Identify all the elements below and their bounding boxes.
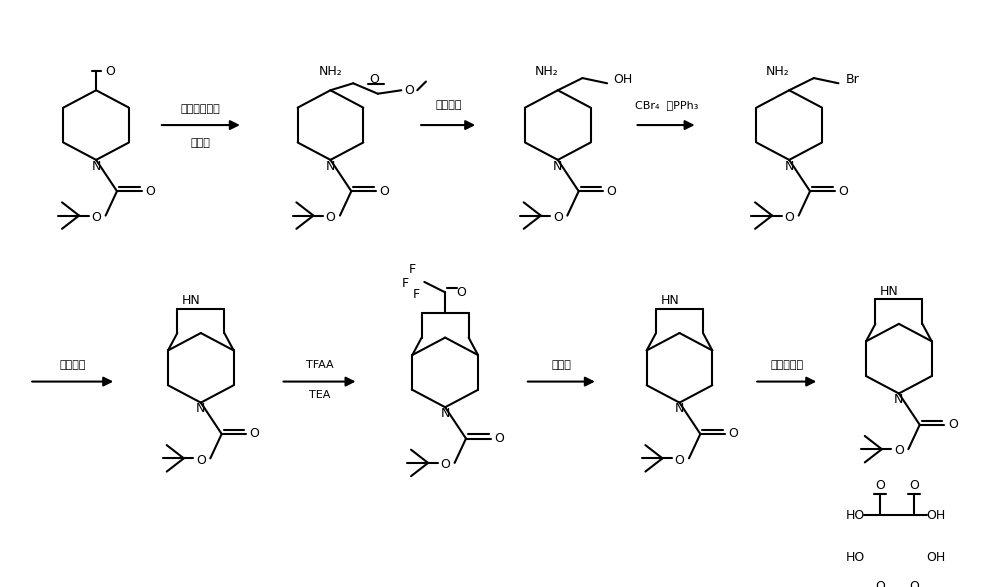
Text: N: N: [440, 407, 450, 420]
Text: OH: OH: [926, 551, 946, 564]
Text: NH₂: NH₂: [535, 65, 558, 77]
Text: O: O: [494, 432, 504, 445]
Text: O: O: [909, 580, 919, 587]
Text: HO: HO: [846, 509, 865, 522]
Text: N: N: [894, 393, 904, 406]
Text: N: N: [553, 160, 563, 173]
Text: HN: HN: [182, 295, 201, 308]
Text: F: F: [402, 277, 409, 290]
Text: O: O: [440, 458, 450, 471]
Text: O: O: [607, 185, 617, 198]
Text: O: O: [909, 479, 919, 492]
Text: O: O: [894, 444, 904, 457]
Text: N: N: [91, 160, 101, 173]
Text: 乙酸铵: 乙酸铵: [191, 139, 211, 149]
Text: O: O: [675, 454, 684, 467]
Text: O: O: [838, 185, 848, 198]
Text: TEA: TEA: [309, 390, 330, 400]
Text: HO: HO: [846, 551, 865, 564]
Text: TFAA: TFAA: [306, 360, 333, 370]
Text: O: O: [405, 84, 415, 97]
Text: O: O: [145, 185, 155, 198]
Text: O: O: [875, 479, 885, 492]
Text: Br: Br: [846, 73, 860, 86]
Text: OH: OH: [926, 509, 946, 522]
Text: N: N: [326, 160, 335, 173]
Text: 草酸醇溶液: 草酸醇溶液: [771, 360, 804, 370]
Text: N: N: [196, 403, 206, 416]
Text: 丙二酸单乙酯: 丙二酸单乙酯: [181, 104, 221, 114]
Text: O: O: [456, 286, 466, 299]
Text: F: F: [412, 288, 420, 301]
Text: NH₂: NH₂: [766, 65, 790, 77]
Text: N: N: [675, 403, 684, 416]
Text: O: O: [369, 73, 379, 86]
Text: OH: OH: [613, 73, 633, 86]
Text: HN: HN: [880, 285, 899, 298]
Text: CBr₄  、PPh₃: CBr₄ 、PPh₃: [635, 100, 698, 110]
Text: O: O: [106, 65, 115, 77]
Text: O: O: [728, 427, 738, 440]
Text: O: O: [326, 211, 335, 224]
Text: 碳酸钾: 碳酸钾: [552, 360, 572, 370]
Text: 四氢铝锂: 四氢铝锂: [436, 100, 462, 110]
Text: O: O: [250, 427, 260, 440]
Text: O: O: [948, 419, 958, 431]
Text: O: O: [553, 211, 563, 224]
Text: O: O: [91, 211, 101, 224]
Text: O: O: [379, 185, 389, 198]
Text: NH₂: NH₂: [319, 65, 342, 77]
Text: O: O: [784, 211, 794, 224]
Text: N: N: [785, 160, 794, 173]
Text: O: O: [875, 580, 885, 587]
Text: 碱性条件: 碱性条件: [60, 360, 86, 370]
Text: HN: HN: [661, 295, 679, 308]
Text: F: F: [409, 263, 416, 276]
Text: O: O: [196, 454, 206, 467]
